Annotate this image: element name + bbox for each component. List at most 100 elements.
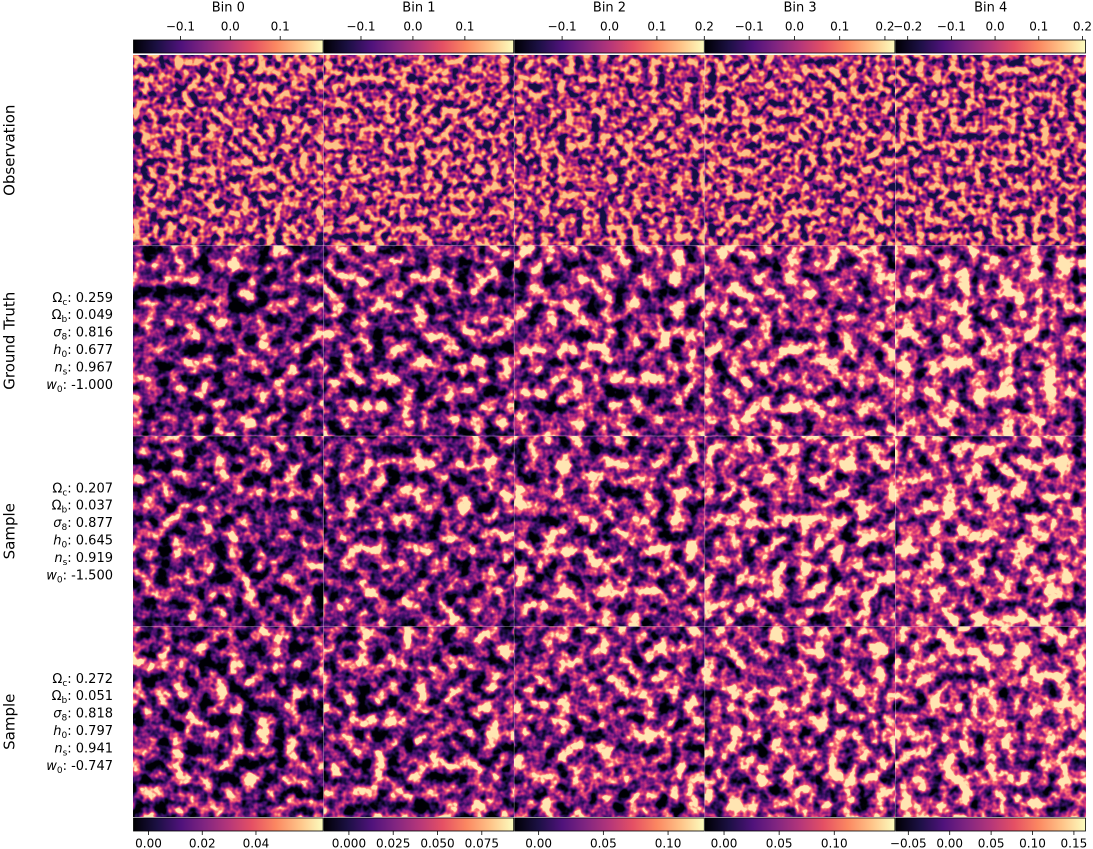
colorbar-tick-label: 0.00 bbox=[711, 837, 738, 849]
colorbar-tick-label: −0.1 bbox=[937, 20, 966, 34]
map-image bbox=[323, 626, 515, 817]
parameter-subscript: 8 bbox=[62, 523, 68, 533]
parameter: h0: 0.797 bbox=[53, 723, 113, 740]
colorbar-tick-label: 0.025 bbox=[376, 837, 410, 849]
colorbar-tick-label: 0.1 bbox=[271, 20, 290, 34]
row-label: Sample bbox=[1, 503, 19, 559]
parameter-value: : -1.000 bbox=[63, 377, 113, 392]
parameter-subscript: 0 bbox=[57, 575, 63, 585]
colorbar-tick-label: −0.1 bbox=[735, 20, 764, 34]
colorbar bbox=[514, 817, 705, 832]
parameter: σ8: 0.818 bbox=[53, 706, 113, 723]
parameter-symbol: w bbox=[46, 377, 57, 392]
colorbar-tick-label: 0.050 bbox=[420, 837, 454, 849]
parameter: w0: -1.000 bbox=[46, 377, 113, 394]
parameter-symbol: Ω bbox=[52, 308, 62, 323]
parameter-symbol: Ω bbox=[52, 290, 62, 305]
parameter-value: : 0.818 bbox=[67, 706, 113, 721]
colorbar-tick-label: 0.05 bbox=[766, 837, 793, 849]
map-image bbox=[704, 626, 896, 817]
parameter-value: : 0.967 bbox=[67, 360, 113, 375]
parameter-value: : -1.500 bbox=[63, 568, 113, 583]
row-label: Sample bbox=[1, 694, 19, 750]
parameter-value: : 0.051 bbox=[67, 689, 113, 704]
parameter-value: : 0.207 bbox=[67, 481, 113, 496]
colorbar-tick-label: 0.15 bbox=[1061, 837, 1088, 849]
parameter-subscript: s bbox=[63, 367, 68, 377]
colorbar bbox=[704, 817, 896, 832]
parameter-symbol: h bbox=[53, 723, 61, 738]
parameter-symbol: n bbox=[54, 741, 62, 756]
parameter-value: : 0.645 bbox=[67, 533, 113, 548]
parameter: Ωc: 0.207 bbox=[52, 481, 113, 498]
colorbar-tick-label: 0.075 bbox=[465, 837, 499, 849]
parameter: h0: 0.645 bbox=[53, 533, 113, 550]
colorbar bbox=[133, 817, 324, 832]
parameter-value: : -0.747 bbox=[63, 758, 113, 773]
parameter-symbol: n bbox=[54, 550, 62, 565]
parameter-subscript: 8 bbox=[62, 713, 68, 723]
parameter-subscript: b bbox=[62, 696, 68, 706]
colorbar-tick-label: 0.05 bbox=[978, 837, 1005, 849]
map-image bbox=[514, 626, 705, 817]
colorbar-tick-label: 0.0 bbox=[221, 20, 240, 34]
parameter-subscript: 0 bbox=[57, 765, 63, 775]
map-image bbox=[133, 626, 324, 817]
parameter-value: : 0.816 bbox=[67, 325, 113, 340]
parameter-symbol: Ω bbox=[52, 498, 62, 513]
colorbar-tick-label: 0.00 bbox=[135, 837, 162, 849]
colorbar-tick-label: 0.10 bbox=[655, 837, 682, 849]
colorbar-tick-label: 0.0 bbox=[403, 20, 422, 34]
map-image bbox=[895, 626, 1086, 817]
colorbar-tick-label: −0.1 bbox=[346, 20, 375, 34]
parameter: σ8: 0.816 bbox=[53, 325, 113, 342]
parameter-value: : 0.919 bbox=[67, 550, 113, 565]
map-image bbox=[323, 436, 515, 627]
colorbar bbox=[895, 39, 1086, 54]
parameter-symbol: h bbox=[53, 533, 61, 548]
colorbar-tick-label: 0.0 bbox=[785, 20, 804, 34]
colorbar-tick-label: 0.1 bbox=[1029, 20, 1048, 34]
parameter-symbol: Ω bbox=[52, 481, 62, 496]
colorbar bbox=[514, 39, 705, 54]
map-image bbox=[514, 55, 705, 246]
parameter-subscript: c bbox=[62, 297, 67, 307]
parameter-subscript: 0 bbox=[57, 384, 63, 394]
column-title: Bin 2 bbox=[593, 1, 626, 16]
colorbar-tick-label: 0.05 bbox=[590, 837, 617, 849]
colorbar-tick-label: 0.2 bbox=[875, 20, 894, 34]
parameter-value: : 0.941 bbox=[67, 741, 113, 756]
colorbar-tick-label: 0.1 bbox=[830, 20, 849, 34]
colorbar-tick-label: −0.05 bbox=[890, 837, 927, 849]
colorbar-tick-label: −0.2 bbox=[893, 20, 922, 34]
parameter-symbol: w bbox=[46, 758, 57, 773]
colorbar-tick-label: 0.2 bbox=[695, 20, 714, 34]
colorbar bbox=[704, 39, 896, 54]
colorbar bbox=[323, 817, 515, 832]
parameter: ns: 0.919 bbox=[54, 550, 113, 567]
parameter-subscript: b bbox=[62, 315, 68, 325]
map-image bbox=[895, 436, 1086, 627]
parameter-symbol: n bbox=[54, 360, 62, 375]
colorbar-tick-label: 0.000 bbox=[332, 837, 366, 849]
parameter-subscript: c bbox=[62, 678, 67, 688]
parameter: Ωb: 0.049 bbox=[52, 308, 113, 325]
column-title: Bin 0 bbox=[212, 1, 245, 16]
colorbar-tick-label: 0.2 bbox=[1073, 20, 1092, 34]
colorbar-tick-label: 0.02 bbox=[189, 837, 216, 849]
column-title: Bin 1 bbox=[402, 1, 435, 16]
parameter-value: : 0.259 bbox=[67, 290, 113, 305]
colorbar-tick-label: 0.10 bbox=[821, 837, 848, 849]
parameter-subscript: s bbox=[63, 748, 68, 758]
colorbar-tick-label: 0.00 bbox=[936, 837, 963, 849]
colorbar bbox=[895, 817, 1086, 832]
parameter-subscript: b bbox=[62, 505, 68, 515]
map-image bbox=[514, 436, 705, 627]
map-image bbox=[704, 245, 896, 436]
parameter-value: : 0.877 bbox=[67, 516, 113, 531]
map-image bbox=[895, 245, 1086, 436]
map-image bbox=[133, 245, 324, 436]
parameter-subscript: c bbox=[62, 488, 67, 498]
map-image bbox=[323, 245, 515, 436]
